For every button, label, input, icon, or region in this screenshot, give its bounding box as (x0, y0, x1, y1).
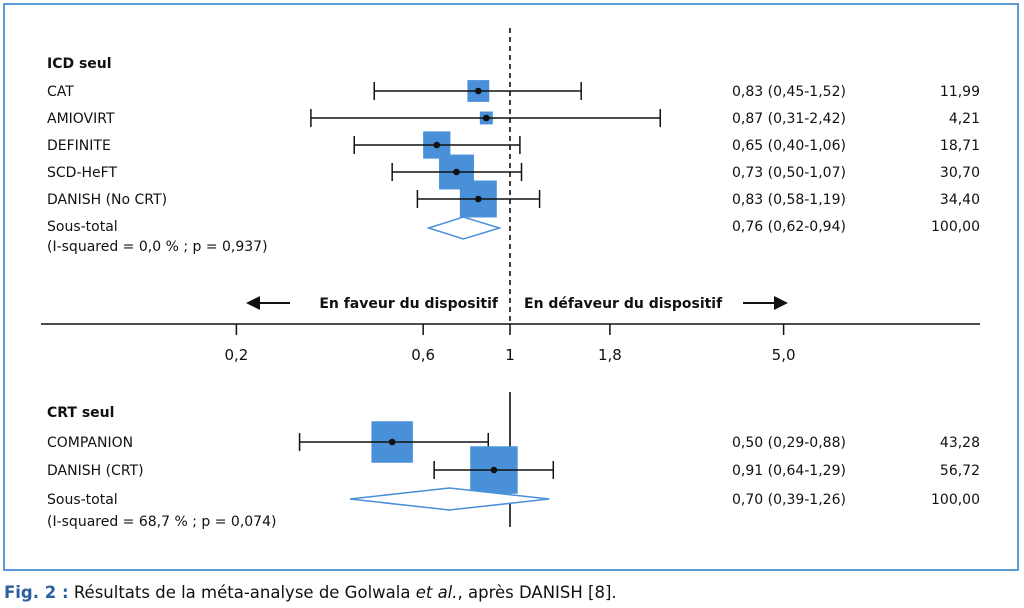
right-arrow-head (774, 296, 788, 310)
study-weight-text: 34,40 (940, 192, 980, 208)
subtotal-ci-text: 0,76 (0,62-0,94) (732, 219, 846, 235)
study-label: DANISH (CRT) (47, 463, 144, 479)
right-direction-label: En défaveur du dispositif (524, 296, 723, 312)
study-ci-text: 0,65 (0,40-1,06) (732, 138, 846, 154)
study-ci-text: 0,50 (0,29-0,88) (732, 435, 846, 451)
study-ci-text: 0,73 (0,50-1,07) (732, 165, 846, 181)
study-label: DANISH (No CRT) (47, 192, 167, 208)
x-axis-tick-label: 1,8 (598, 346, 622, 364)
study-label: DEFINITE (47, 138, 111, 154)
study-label: CAT (47, 84, 74, 100)
study-weight-text: 43,28 (940, 435, 980, 451)
point-estimate (483, 114, 490, 122)
x-axis-tick-label: 1 (505, 346, 515, 364)
figure-frame (3, 3, 1019, 571)
study-weight-text: 30,70 (940, 165, 980, 181)
point-estimate (433, 141, 441, 149)
figure-caption: Fig. 2 : Résultats de la méta-analyse de… (4, 583, 617, 602)
x-axis-tick-label: 5,0 (772, 346, 796, 364)
study-label: AMIOVIRT (47, 111, 115, 127)
point-estimate (475, 87, 482, 95)
point-estimate (475, 195, 482, 203)
study-label: SCD-HeFT (47, 165, 117, 181)
group-title: CRT seul (47, 405, 114, 421)
x-axis-tick-label: 0,6 (411, 346, 435, 364)
caption-text-italic: et al. (415, 583, 458, 602)
subtotal-diamond (349, 487, 550, 511)
study-ci-text: 0,83 (0,45-1,52) (732, 84, 846, 100)
study-weight-text: 56,72 (940, 463, 980, 479)
heterogeneity-text: (I-squared = 0,0 % ; p = 0,937) (47, 239, 268, 255)
group-title: ICD seul (47, 56, 112, 72)
point-estimate (490, 466, 498, 474)
point-estimate (388, 438, 396, 446)
study-weight-text: 11,99 (940, 84, 980, 100)
subtotal-label: Sous-total (47, 492, 118, 508)
caption-text-before: Résultats de la méta-analyse de Golwala (68, 583, 416, 602)
study-ci-text: 0,87 (0,31-2,42) (732, 111, 846, 127)
caption-text-after: , après DANISH [8]. (457, 583, 617, 602)
subtotal-diamond (426, 216, 503, 240)
point-estimate (453, 168, 460, 176)
study-ci-text: 0,91 (0,64-1,29) (732, 463, 846, 479)
study-weight-text: 4,21 (949, 111, 980, 127)
subtotal-ci-text: 0,70 (0,39-1,26) (732, 492, 846, 508)
subtotal-weight-text: 100,00 (931, 219, 980, 235)
subtotal-label: Sous-total (47, 219, 118, 235)
left-direction-label: En faveur du dispositif (319, 296, 499, 312)
study-ci-text: 0,83 (0,58-1,19) (732, 192, 846, 208)
forest-plot: ICD seul CAT 0,83 (0,45-1,52) 11,99 AMIOVIRT… (41, 28, 980, 530)
subtotal-weight-text: 100,00 (931, 492, 980, 508)
study-label: COMPANION (47, 435, 133, 451)
study-weight-text: 18,71 (940, 138, 980, 154)
caption-label: Fig. 2 : (4, 583, 69, 602)
heterogeneity-text: (I-squared = 68,7 % ; p = 0,074) (47, 514, 276, 530)
x-axis-tick-label: 0,2 (224, 346, 248, 364)
left-arrow-head (246, 296, 260, 310)
